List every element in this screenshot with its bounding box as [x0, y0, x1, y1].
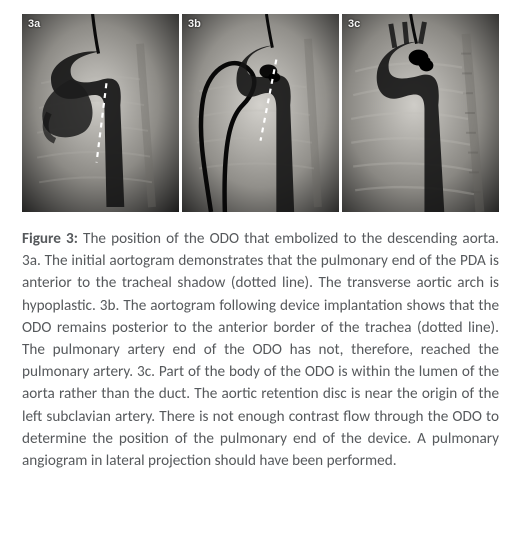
- figure-caption-body: The position of the ODO that embolized t…: [22, 230, 499, 470]
- angiogram-3a: [22, 14, 179, 212]
- panel-label-3a: 3a: [28, 18, 40, 30]
- figure-caption: Figure 3: The position of the ODO that e…: [22, 228, 499, 472]
- panel-label-3b: 3b: [188, 18, 201, 30]
- angiogram-3c: [342, 14, 499, 212]
- figure-panel-row: 3a: [22, 14, 499, 212]
- panel-label-3c: 3c: [348, 18, 360, 30]
- figure-panel-3c: 3c: [342, 14, 499, 212]
- figure-panel-3a: 3a: [22, 14, 179, 212]
- figure-panel-3b: 3b: [182, 14, 339, 212]
- figure-caption-lead: Figure 3:: [22, 230, 78, 248]
- angiogram-3b: [182, 14, 339, 212]
